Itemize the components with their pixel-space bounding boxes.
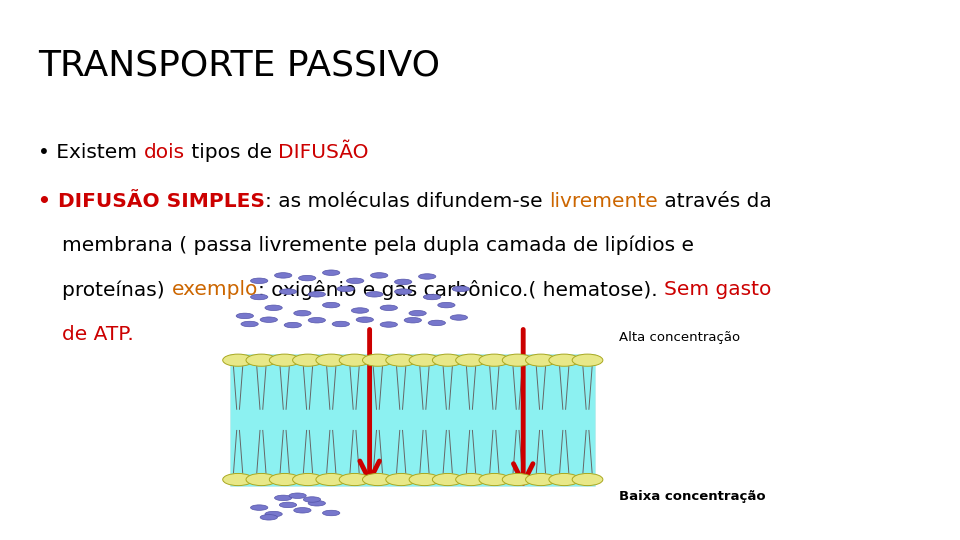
Ellipse shape <box>251 294 268 300</box>
Ellipse shape <box>270 354 300 366</box>
Text: TRANSPORTE PASSIVO: TRANSPORTE PASSIVO <box>38 49 441 83</box>
Ellipse shape <box>502 354 533 366</box>
Ellipse shape <box>386 474 417 485</box>
Ellipse shape <box>251 278 268 284</box>
Ellipse shape <box>308 501 325 506</box>
Text: exemplo: exemplo <box>172 280 258 299</box>
Ellipse shape <box>275 495 292 501</box>
Ellipse shape <box>299 275 316 281</box>
Ellipse shape <box>456 474 487 485</box>
Ellipse shape <box>316 474 347 485</box>
Ellipse shape <box>423 294 441 300</box>
Ellipse shape <box>363 354 394 366</box>
Ellipse shape <box>308 318 325 323</box>
Ellipse shape <box>525 354 556 366</box>
Ellipse shape <box>409 354 440 366</box>
Ellipse shape <box>308 292 325 297</box>
Text: proteínas): proteínas) <box>62 280 172 300</box>
Ellipse shape <box>409 310 426 316</box>
Ellipse shape <box>275 273 292 278</box>
Ellipse shape <box>356 317 373 322</box>
Text: através da: através da <box>658 192 772 211</box>
Ellipse shape <box>289 493 306 498</box>
Text: Sem gasto: Sem gasto <box>663 280 771 299</box>
Text: dois: dois <box>144 143 185 162</box>
Ellipse shape <box>380 322 397 327</box>
Ellipse shape <box>260 515 277 520</box>
Ellipse shape <box>323 302 340 308</box>
Ellipse shape <box>223 474 253 485</box>
Text: • Existem: • Existem <box>38 143 144 162</box>
Ellipse shape <box>366 292 383 297</box>
Ellipse shape <box>293 474 324 485</box>
Ellipse shape <box>351 308 369 313</box>
Ellipse shape <box>265 305 282 310</box>
Ellipse shape <box>270 474 300 485</box>
Ellipse shape <box>549 354 580 366</box>
Text: de ATP.: de ATP. <box>62 325 134 343</box>
Ellipse shape <box>428 320 445 326</box>
Ellipse shape <box>246 474 276 485</box>
Ellipse shape <box>265 511 282 517</box>
Ellipse shape <box>409 474 440 485</box>
Text: •: • <box>38 192 59 211</box>
Ellipse shape <box>395 279 412 285</box>
Ellipse shape <box>339 474 370 485</box>
Ellipse shape <box>303 497 321 502</box>
Ellipse shape <box>371 273 388 278</box>
Text: : oxigênio e gás carbônico.( hematose).: : oxigênio e gás carbônico.( hematose). <box>258 280 663 300</box>
Ellipse shape <box>395 289 412 294</box>
Text: Baixa concentração: Baixa concentração <box>619 490 766 503</box>
Ellipse shape <box>479 474 510 485</box>
Ellipse shape <box>363 474 394 485</box>
Ellipse shape <box>323 510 340 516</box>
Text: Alta concentração: Alta concentração <box>619 331 740 344</box>
Ellipse shape <box>432 474 463 485</box>
Ellipse shape <box>339 354 370 366</box>
Ellipse shape <box>404 318 421 323</box>
Ellipse shape <box>284 322 301 328</box>
Ellipse shape <box>332 321 349 327</box>
Ellipse shape <box>223 354 253 366</box>
Ellipse shape <box>572 474 603 485</box>
Ellipse shape <box>251 505 268 510</box>
Ellipse shape <box>479 354 510 366</box>
Ellipse shape <box>452 286 469 292</box>
Ellipse shape <box>241 321 258 327</box>
Ellipse shape <box>347 278 364 284</box>
Ellipse shape <box>294 508 311 513</box>
Ellipse shape <box>294 310 311 316</box>
Ellipse shape <box>432 354 463 366</box>
Ellipse shape <box>572 354 603 366</box>
Text: livremente: livremente <box>549 192 658 211</box>
Ellipse shape <box>502 474 533 485</box>
Ellipse shape <box>456 354 487 366</box>
Ellipse shape <box>525 474 556 485</box>
Ellipse shape <box>279 289 297 294</box>
Ellipse shape <box>380 305 397 310</box>
Text: DIFUSÃO SIMPLES: DIFUSÃO SIMPLES <box>59 192 265 211</box>
Ellipse shape <box>337 286 354 292</box>
Text: membrana ( passa livremente pela dupla camada de lipídios e: membrana ( passa livremente pela dupla c… <box>62 236 694 255</box>
Ellipse shape <box>438 302 455 308</box>
Bar <box>230 354 595 486</box>
Ellipse shape <box>260 317 277 322</box>
Ellipse shape <box>419 274 436 279</box>
Text: : as moléculas difundem-se: : as moléculas difundem-se <box>265 192 549 211</box>
Text: DIFUSÃO: DIFUSÃO <box>278 143 369 162</box>
Ellipse shape <box>323 270 340 275</box>
Ellipse shape <box>293 354 324 366</box>
Text: tipos de: tipos de <box>185 143 278 162</box>
Ellipse shape <box>246 354 276 366</box>
Ellipse shape <box>386 354 417 366</box>
Ellipse shape <box>316 354 347 366</box>
Ellipse shape <box>279 502 297 508</box>
Ellipse shape <box>450 315 468 320</box>
Ellipse shape <box>236 313 253 319</box>
Ellipse shape <box>549 474 580 485</box>
